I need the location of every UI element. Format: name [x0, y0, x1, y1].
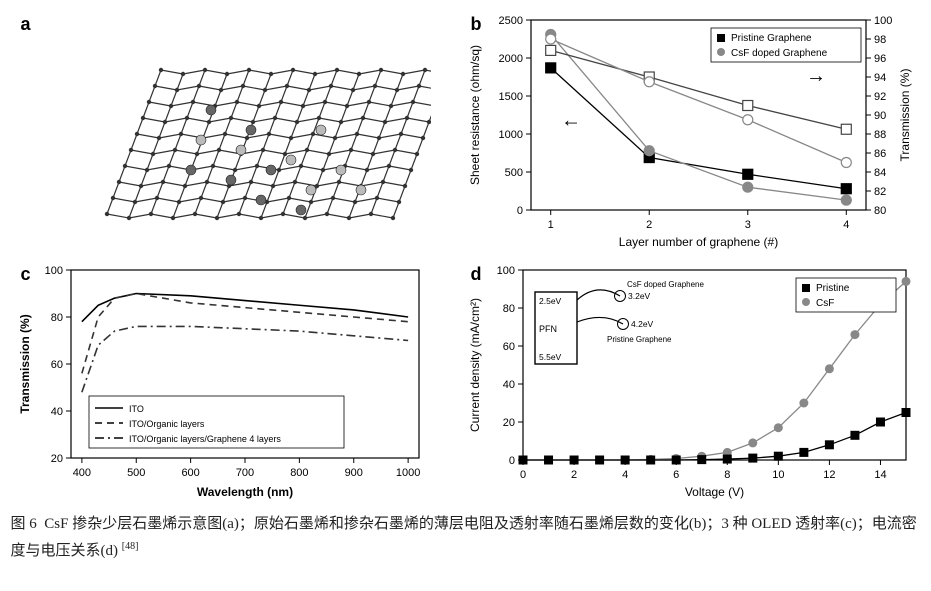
- svg-text:12: 12: [823, 469, 835, 481]
- panel-c-chart: 400 500 600 700 800 900 1000 20 40 60 80 100 Wavelen…: [11, 260, 431, 500]
- svg-text:94: 94: [874, 72, 886, 84]
- svg-text:Pristine Graphene: Pristine Graphene: [731, 33, 812, 44]
- svg-text:60: 60: [50, 359, 62, 371]
- svg-text:Pristine Graphene: Pristine Graphene: [607, 335, 672, 344]
- panel-b-label: b: [471, 14, 482, 35]
- svg-text:Wavelength (nm): Wavelength (nm): [196, 485, 292, 499]
- svg-text:ITO/Organic layers: ITO/Organic layers: [129, 419, 205, 429]
- svg-text:40: 40: [50, 406, 62, 418]
- svg-text:60: 60: [502, 341, 514, 353]
- svg-text:CsF doped Graphene: CsF doped Graphene: [731, 48, 828, 59]
- panel-d-chart: 0 2 4 6 8 10 12 14 0 20 40 60 80 100 Voltage (V) Curren…: [461, 260, 921, 500]
- svg-text:84: 84: [874, 167, 886, 179]
- panel-grid: a b 050010001500200025008082848688909294…: [11, 10, 921, 500]
- svg-text:4: 4: [622, 469, 628, 481]
- svg-text:80: 80: [874, 205, 886, 217]
- svg-text:ITO: ITO: [129, 404, 144, 414]
- svg-text:Current density (mA/cm²): Current density (mA/cm²): [468, 298, 482, 432]
- svg-text:←: ←: [561, 109, 581, 131]
- svg-text:ITO/Organic layers/Graphene 4: ITO/Organic layers/Graphene 4 layers: [129, 434, 281, 444]
- svg-text:5.5eV: 5.5eV: [539, 352, 562, 362]
- panel-d-label: d: [471, 264, 482, 285]
- svg-text:0: 0: [519, 469, 525, 481]
- svg-text:Transmission (%): Transmission (%): [18, 314, 32, 413]
- panel-a-graphic: [11, 10, 431, 250]
- caption-ref: [48]: [122, 541, 139, 552]
- svg-text:14: 14: [874, 469, 886, 481]
- svg-text:82: 82: [874, 186, 886, 198]
- svg-text:86: 86: [874, 148, 886, 160]
- svg-text:900: 900: [344, 467, 362, 479]
- svg-text:Transmission (%): Transmission (%): [898, 69, 912, 162]
- svg-text:10: 10: [772, 469, 784, 481]
- svg-text:2.5eV: 2.5eV: [539, 296, 562, 306]
- panel-b: b 0 500 1000 1500 2000 2500 80 82 84 86 88 90 92 94 96…: [461, 10, 921, 250]
- svg-text:CsF doped Graphene: CsF doped Graphene: [627, 280, 704, 289]
- svg-text:Voltage (V): Voltage (V): [684, 485, 743, 499]
- svg-text:100: 100: [496, 265, 514, 277]
- svg-text:96: 96: [874, 53, 886, 65]
- panel-c-label: c: [21, 264, 31, 285]
- svg-text:40: 40: [502, 379, 514, 391]
- svg-text:Pristine: Pristine: [816, 283, 850, 294]
- svg-text:100: 100: [44, 265, 62, 277]
- panel-c: c 400 500 600 700 800 900 1000 20 40 60 80 100 Wavel…: [11, 260, 451, 500]
- svg-text:90: 90: [874, 110, 886, 122]
- svg-text:2: 2: [571, 469, 577, 481]
- svg-text:1000: 1000: [498, 129, 522, 141]
- svg-text:88: 88: [874, 129, 886, 141]
- svg-text:100: 100: [874, 15, 892, 27]
- svg-text:80: 80: [50, 312, 62, 324]
- svg-text:80: 80: [502, 303, 514, 315]
- svg-text:6: 6: [673, 469, 679, 481]
- panel-d: d 0 2 4 6 8 10 12 14 0 20 40 60 80 100 Voltage (V) Curr…: [461, 260, 921, 500]
- svg-text:20: 20: [50, 453, 62, 465]
- svg-text:CsF: CsF: [816, 298, 834, 309]
- svg-text:1: 1: [547, 219, 553, 231]
- svg-text:Sheet resistance (ohm/sq): Sheet resistance (ohm/sq): [468, 45, 482, 185]
- svg-text:2500: 2500: [498, 15, 522, 27]
- svg-text:1000: 1000: [395, 467, 419, 479]
- svg-text:0: 0: [516, 205, 522, 217]
- panel-a: a: [11, 10, 451, 250]
- svg-text:Layer number of graphene (#): Layer number of graphene (#): [618, 235, 777, 249]
- svg-text:4: 4: [843, 219, 849, 231]
- svg-text:98: 98: [874, 34, 886, 46]
- caption-text: CsF 掺杂少层石墨烯示意图(a)；原始石墨烯和掺杂石墨烯的薄层电阻及透射率随石…: [11, 516, 917, 559]
- svg-text:500: 500: [504, 167, 522, 179]
- svg-text:1500: 1500: [498, 91, 522, 103]
- panel-a-label: a: [21, 14, 31, 35]
- panel-b-chart: 0 500 1000 1500 2000 2500 80 82 84 86 88 90 92 94 96 98…: [461, 10, 921, 250]
- svg-text:2000: 2000: [498, 53, 522, 65]
- svg-text:400: 400: [72, 467, 90, 479]
- figure-6: a b 050010001500200025008082848688909294…: [0, 0, 931, 574]
- svg-text:500: 500: [127, 467, 145, 479]
- svg-text:92: 92: [874, 91, 886, 103]
- figure-caption: 图 6 CsF 掺杂少层石墨烯示意图(a)；原始石墨烯和掺杂石墨烯的薄层电阻及透…: [11, 512, 921, 564]
- svg-text:700: 700: [235, 467, 253, 479]
- svg-text:600: 600: [181, 467, 199, 479]
- svg-text:3.2eV: 3.2eV: [628, 291, 651, 301]
- svg-text:3: 3: [744, 219, 750, 231]
- svg-text:0: 0: [508, 455, 514, 467]
- svg-text:8: 8: [724, 469, 730, 481]
- svg-text:20: 20: [502, 417, 514, 429]
- svg-text:→: →: [806, 65, 826, 87]
- svg-text:2: 2: [646, 219, 652, 231]
- svg-text:PFN: PFN: [539, 324, 557, 334]
- svg-text:800: 800: [290, 467, 308, 479]
- svg-text:4.2eV: 4.2eV: [631, 319, 654, 329]
- caption-prefix: 图 6: [11, 516, 37, 532]
